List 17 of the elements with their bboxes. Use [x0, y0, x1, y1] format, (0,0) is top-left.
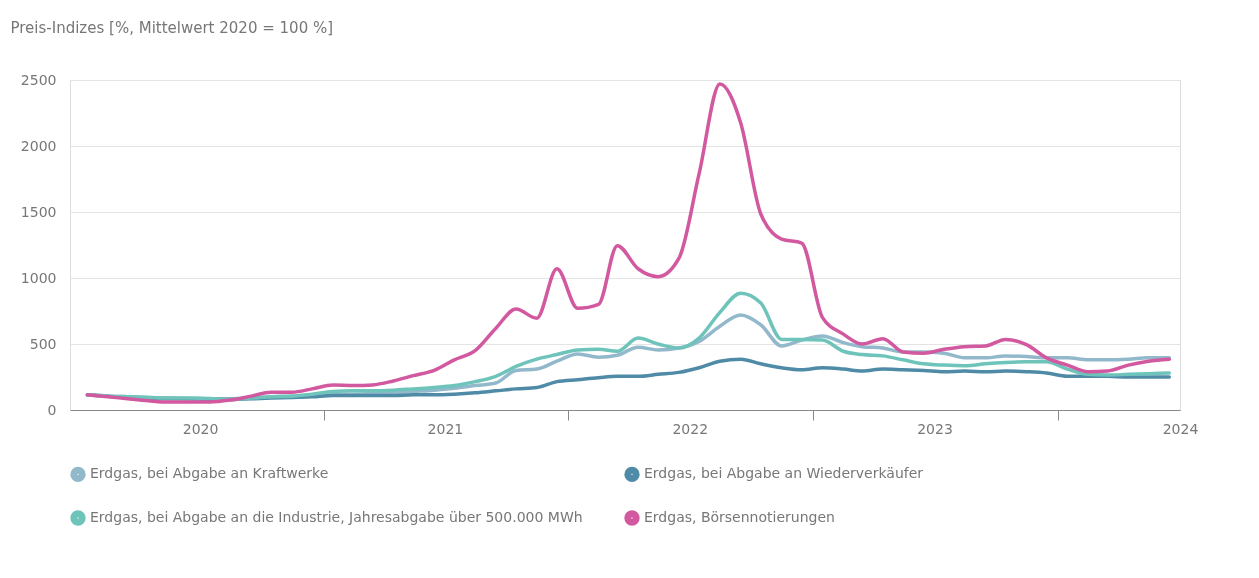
x-tick-label: 2022 — [672, 420, 709, 437]
y-tick-label: 500 — [29, 335, 57, 352]
y-axis-title: Preis-Indizes [%, Mittelwert 2020 = 100 %] — [10, 18, 334, 37]
y-tick-label: 2500 — [20, 71, 57, 88]
y-tick-label: 0 — [47, 401, 57, 418]
y-tick-label: 1000 — [20, 269, 57, 286]
legend-label: Erdgas, Börsennotierungen — [644, 509, 835, 525]
x-tick-label: 2024 — [1162, 420, 1199, 437]
line-series — [85, 82, 1172, 404]
y-tick-label: 2000 — [20, 137, 57, 154]
legend-label: Erdgas, bei Abgabe an Kraftwerke — [90, 465, 329, 482]
legend-label: Erdgas, bei Abgabe an die Industrie, Jahresabgabe über 500.000 MWh — [90, 509, 583, 525]
y-tick-label: 1500 — [20, 203, 57, 220]
x-tick-label: 2021 — [427, 420, 464, 437]
x-tick-label: 2023 — [917, 420, 953, 437]
x-tick-label: 2020 — [182, 420, 219, 437]
legend-label: Erdgas, bei Abgabe an Wiederverkäufer — [644, 465, 924, 482]
